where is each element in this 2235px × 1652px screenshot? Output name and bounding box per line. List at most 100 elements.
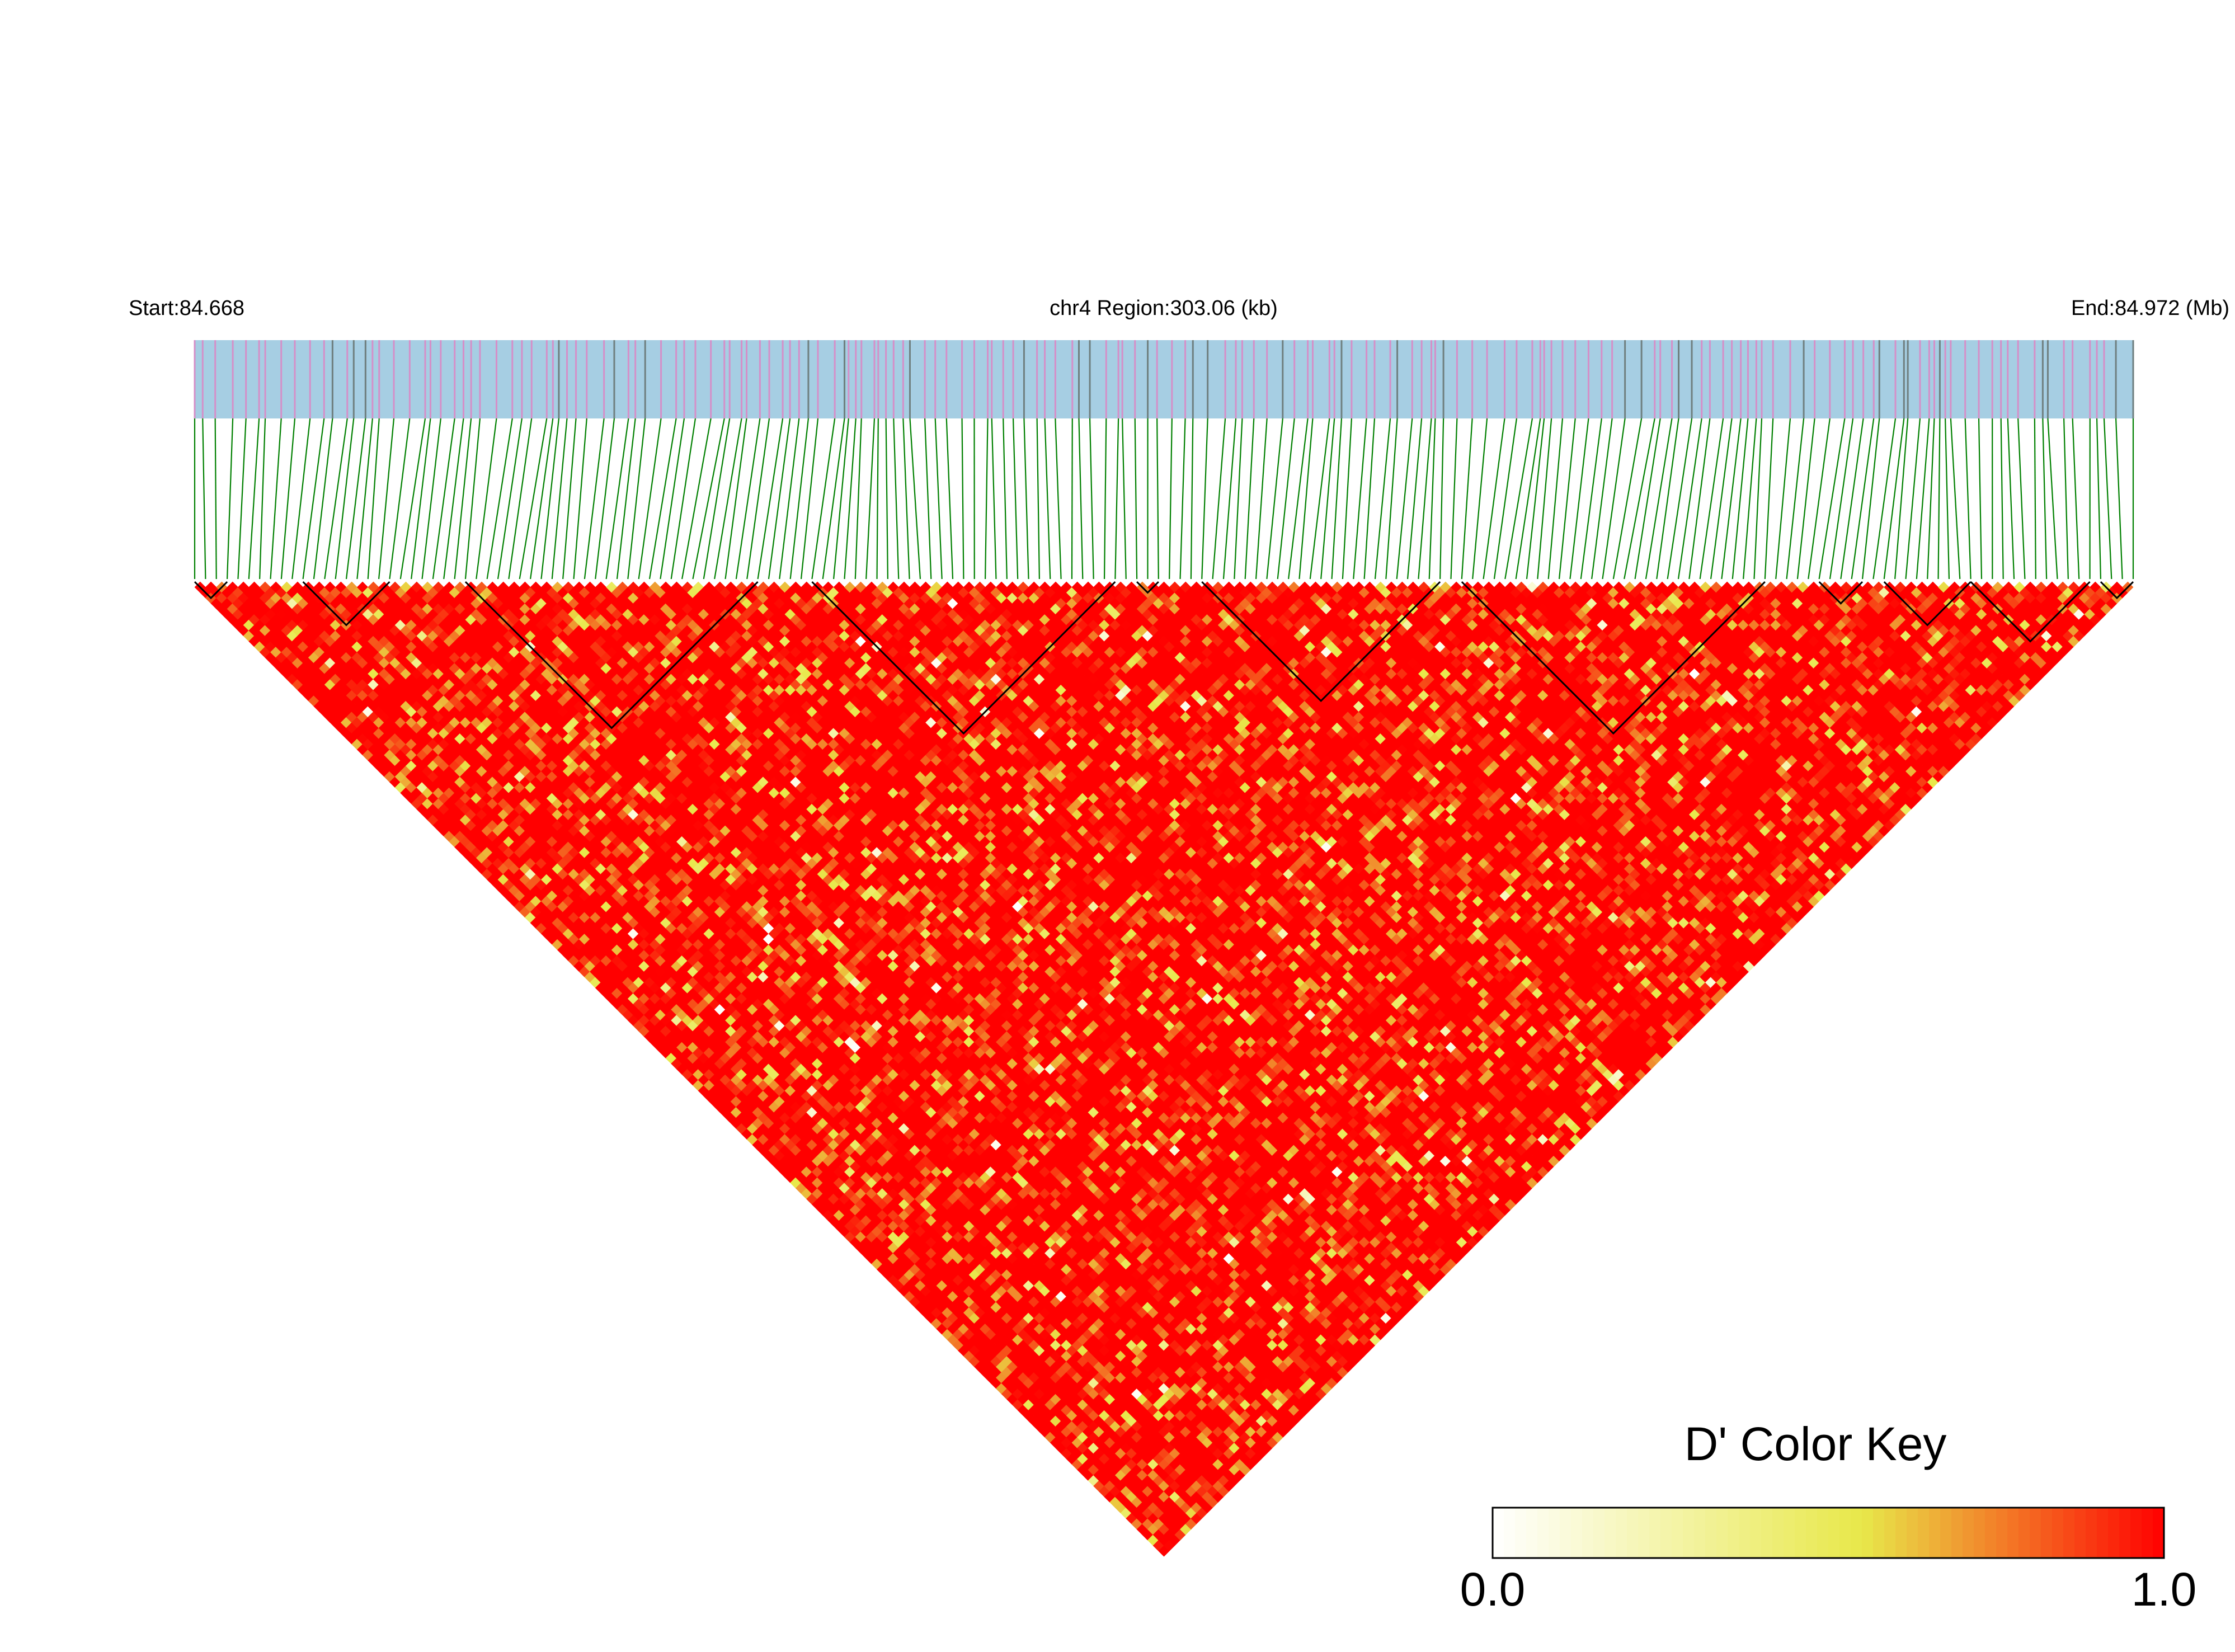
snp-connector	[1645, 418, 1673, 580]
snp-connector	[1964, 418, 1971, 580]
snp-connector	[1851, 418, 1875, 580]
snp-connector	[1688, 418, 1711, 580]
snp-connector	[1894, 418, 1909, 580]
snp-connector	[1950, 418, 1961, 580]
snp-connector	[1169, 418, 1173, 580]
snp-connector	[454, 418, 472, 580]
snp-connector	[1840, 418, 1864, 580]
snp-connector	[1201, 418, 1208, 580]
snp-connector	[464, 418, 481, 580]
snp-connector	[1710, 418, 1733, 580]
snp-connector	[2063, 418, 2069, 580]
snp-connector	[1309, 418, 1330, 580]
snp-connector	[1558, 418, 1576, 580]
snp-connector	[924, 418, 932, 580]
snp-connector	[1428, 418, 1436, 580]
snp-connector	[508, 418, 533, 580]
snp-connector	[1591, 418, 1613, 580]
snp-connector	[1872, 418, 1897, 580]
snp-connector	[627, 418, 646, 580]
snp-connector	[2000, 418, 2004, 580]
snp-connector	[573, 418, 587, 580]
snp-connector	[789, 418, 810, 580]
snp-connector	[844, 418, 857, 580]
snp-connector	[291, 418, 311, 580]
snp-connector	[605, 418, 629, 580]
snp-connector	[1493, 418, 1518, 580]
snp-connector	[876, 418, 879, 580]
snp-connector	[1288, 418, 1309, 580]
snp-connector	[1515, 418, 1541, 580]
snp-connector	[443, 418, 464, 580]
snp-connector	[1212, 418, 1226, 580]
snp-connector	[1612, 418, 1643, 580]
snp-connector	[367, 418, 380, 580]
snp-connector	[692, 418, 725, 580]
snp-connector	[1883, 418, 1905, 580]
snp-connector	[1861, 418, 1880, 580]
snp-connector	[2042, 418, 2048, 580]
snp-connector	[909, 418, 921, 580]
snp-connector	[2103, 418, 2112, 580]
snp-connector	[1331, 418, 1343, 580]
snp-connector	[1775, 418, 1791, 580]
snp-connector	[270, 418, 282, 580]
snp-connector	[411, 418, 431, 580]
snp-connector	[757, 418, 784, 580]
snp-connector	[529, 418, 554, 580]
snp-connector	[399, 418, 426, 580]
snp-connector	[822, 418, 845, 580]
snp-position-track	[194, 340, 2134, 418]
snp-connector	[1156, 418, 1159, 580]
snp-connector	[2017, 418, 2026, 580]
snp-connector	[1721, 418, 1742, 580]
snp-connector	[1818, 418, 1846, 580]
snp-connector	[1277, 418, 1295, 580]
snp-ticks	[194, 340, 2134, 418]
snp-connector	[1003, 418, 1008, 580]
snp-connector	[1916, 418, 1930, 580]
snp-connector	[961, 418, 964, 580]
snp-connector	[1978, 418, 1983, 580]
snp-track-background	[195, 340, 2133, 418]
ld-heatmap	[194, 581, 2134, 1557]
snp-connector	[985, 418, 989, 580]
snp-connector	[800, 418, 819, 580]
snp-connector	[1342, 418, 1353, 580]
snp-connector	[1418, 418, 1432, 580]
snp-connector	[540, 418, 560, 580]
snp-connector	[1134, 418, 1138, 580]
snp-connector	[1927, 418, 1935, 580]
snp-connector	[854, 418, 862, 580]
snp-connector	[280, 418, 296, 580]
snp-connector	[1602, 418, 1626, 580]
snp-connector	[1374, 418, 1391, 580]
snp-connector	[681, 418, 712, 580]
snp-connector	[1624, 418, 1655, 580]
snp-connector	[497, 418, 523, 580]
snp-connector	[1353, 418, 1367, 580]
snp-connector	[1634, 418, 1661, 580]
snp-connector	[670, 418, 697, 580]
snp-connector	[421, 418, 441, 580]
snp-connector	[1656, 418, 1679, 580]
snp-connector	[902, 418, 910, 580]
snp-connector	[2034, 418, 2036, 580]
snp-connector	[1255, 418, 1268, 580]
snp-connector	[1078, 418, 1084, 580]
snp-connector	[1450, 418, 1458, 580]
snp-connector	[214, 418, 217, 580]
snp-connector	[202, 418, 206, 580]
snp-connector	[1526, 418, 1545, 580]
snp-connector	[779, 418, 800, 580]
snp-connector-lines	[194, 418, 2134, 580]
snp-connector	[1266, 418, 1283, 580]
start-label: Start:84.668	[129, 296, 244, 320]
region-label: chr4 Region:303.06 (kb)	[1050, 296, 1278, 320]
snp-connector	[2115, 418, 2123, 580]
snp-connector	[1808, 418, 1831, 580]
snp-connector	[486, 418, 513, 580]
snp-connector	[302, 418, 325, 580]
snp-connector	[1461, 418, 1473, 580]
snp-connector	[1796, 418, 1815, 580]
